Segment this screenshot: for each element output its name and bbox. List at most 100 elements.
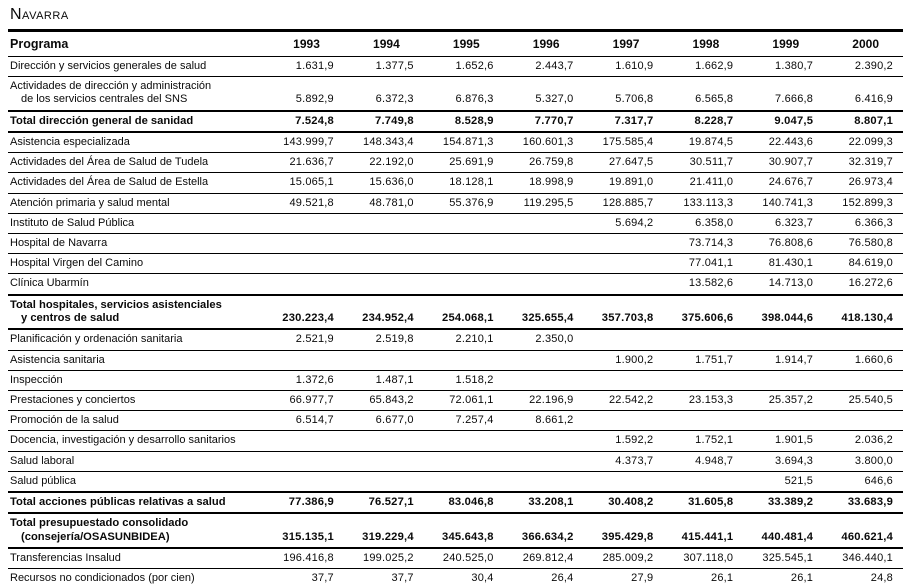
value-cell: 6.876,3	[423, 76, 504, 112]
row-label-line1: Instituto de Salud Pública	[10, 216, 135, 229]
value-cell: 22.196,9	[503, 390, 584, 412]
value-cell: 33.208,1	[503, 490, 584, 515]
value-cell: 160.601,3	[503, 132, 584, 154]
value-cell: 1.631,9	[264, 56, 344, 78]
value-cell	[503, 430, 584, 452]
value-cell: 119.295,5	[503, 193, 584, 214]
row-label-line1: Hospital de Navarra	[10, 236, 108, 249]
row-label-line2: y centros de salud	[21, 311, 120, 324]
table-row: Dirección y servicios generales de salud…	[8, 56, 903, 78]
table-row: Actividades del Área de Salud de Tudela 2…	[8, 152, 903, 174]
value-cell	[343, 233, 424, 255]
value-cell: 26,4	[503, 568, 584, 584]
value-cell: 77.041,1	[663, 253, 744, 275]
value-cell: 16.272,6	[823, 273, 903, 295]
value-cell	[343, 273, 424, 295]
row-label: Planificación y ordenación sanitaria	[8, 329, 264, 351]
value-cell	[503, 233, 584, 255]
value-cell: 6.366,3	[823, 213, 903, 234]
value-cell: 7.749,8	[343, 109, 424, 134]
row-label: Docencia, investigación y desarrollo san…	[8, 430, 264, 452]
table-row: Inspección 1.372,6 1.487,1 1.518,2	[8, 370, 903, 391]
value-cell: 646,6	[823, 471, 903, 493]
value-cell	[503, 451, 584, 472]
table-row: Total acciones públicas relativas a salu…	[8, 490, 903, 515]
value-cell	[264, 213, 344, 234]
value-cell: 26.973,4	[823, 172, 903, 194]
value-cell: 3.694,3	[743, 451, 824, 472]
value-cell: 21.411,0	[663, 172, 744, 194]
value-cell	[663, 471, 744, 493]
value-cell	[423, 471, 504, 493]
value-cell: 32.319,7	[823, 152, 903, 174]
value-cell: 77.386,9	[264, 490, 344, 515]
value-cell	[823, 329, 903, 351]
value-cell: 1.901,5	[743, 430, 824, 452]
table-row: Total dirección general de sanidad 7.524,…	[8, 109, 903, 134]
value-cell	[264, 471, 344, 493]
table-row: Hospital Virgen del Camino 77.041,1 81.430…	[8, 253, 903, 275]
value-cell: 1.592,2	[583, 430, 664, 452]
value-cell: 143.999,7	[264, 132, 344, 154]
row-label: Actividades del Área de Salud de Tudela	[8, 152, 264, 174]
value-cell: 73.714,3	[663, 233, 744, 255]
value-cell: 325.545,1	[743, 548, 824, 570]
budget-table: Programa 1993 1994 1995 1996 1997 1998 1999 200…	[8, 29, 903, 584]
value-cell: 269.812,4	[503, 548, 584, 570]
column-header-programa: Programa	[8, 30, 264, 57]
value-cell: 1.914,7	[743, 350, 824, 371]
value-cell: 21.636,7	[264, 152, 344, 174]
value-cell: 1.518,2	[423, 370, 504, 391]
value-cell: 3.800,0	[823, 451, 903, 472]
value-cell: 81.430,1	[743, 253, 824, 275]
value-cell	[343, 253, 424, 275]
row-label-line1: Asistencia especializada	[10, 136, 130, 148]
row-label-line1: Hospital Virgen del Camino	[10, 257, 144, 270]
column-header-year-1998: 1998	[663, 30, 744, 57]
table-header: Programa 1993 1994 1995 1996 1997 1998 1999 200…	[8, 30, 903, 57]
value-cell: 133.113,3	[663, 193, 744, 214]
value-cell: 30.907,7	[743, 152, 824, 174]
value-cell: 521,5	[743, 471, 824, 493]
value-cell	[343, 430, 424, 452]
value-cell	[423, 213, 504, 234]
table-row: Transferencias Insalud 196.416,8 199.025,2…	[8, 548, 903, 570]
value-cell: 33.389,2	[743, 490, 824, 515]
value-cell: 83.046,8	[423, 490, 504, 515]
value-cell: 33.683,9	[823, 490, 903, 515]
value-cell	[583, 273, 664, 295]
value-cell: 27.647,5	[583, 152, 664, 174]
row-label-line1: Transferencias Insalud	[10, 552, 121, 565]
value-cell: 415.441,1	[663, 512, 744, 550]
value-cell: 8.528,9	[423, 109, 504, 134]
row-label-line1: Actividades de dirección y administració…	[10, 80, 212, 93]
value-cell: 5.694,2	[583, 213, 664, 234]
value-cell	[743, 370, 824, 391]
value-cell: 175.585,4	[583, 132, 664, 154]
row-label: Asistencia especializada	[8, 132, 264, 154]
value-cell: 234.952,4	[343, 293, 424, 331]
row-label: Recursos no condicionados (por cien)	[8, 568, 264, 584]
table-row: Asistencia especializada 143.999,7 148.343…	[8, 132, 903, 154]
value-cell: 26,1	[663, 568, 744, 584]
value-cell: 49.521,8	[264, 193, 344, 214]
value-cell: 418.130,4	[823, 293, 903, 331]
value-cell: 2.210,1	[423, 329, 504, 351]
value-cell	[423, 350, 504, 371]
value-cell: 27,9	[583, 568, 664, 584]
value-cell: 37,7	[264, 568, 344, 584]
value-cell: 23.153,3	[663, 390, 744, 412]
row-label: Actividades de dirección y administració…	[8, 76, 264, 112]
value-cell: 18.128,1	[423, 172, 504, 194]
value-cell: 307.118,0	[663, 548, 744, 570]
row-label-line1: Total dirección general de sanidad	[10, 114, 194, 127]
row-label-line1: Total presupuestado consolidado	[10, 517, 189, 530]
value-cell: 76.580,8	[823, 233, 903, 255]
value-cell: 5.892,9	[264, 76, 344, 112]
value-cell: 25.540,5	[823, 390, 903, 412]
value-cell: 5.327,0	[503, 76, 584, 112]
row-label: Inspección	[8, 370, 264, 391]
value-cell: 66.977,7	[264, 390, 344, 412]
value-cell: 65.843,2	[343, 390, 424, 412]
